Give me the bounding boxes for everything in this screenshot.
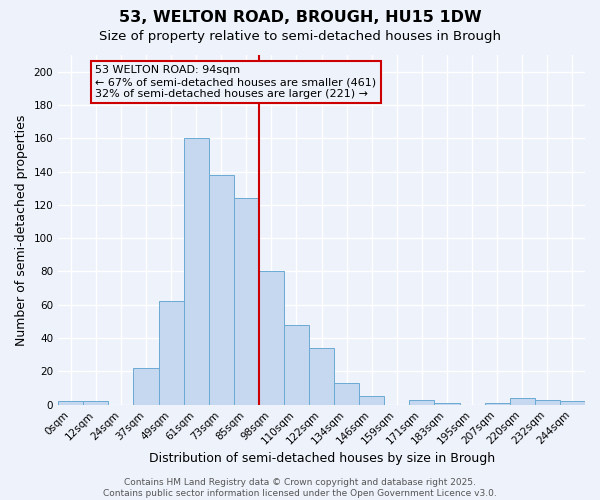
Text: 53, WELTON ROAD, BROUGH, HU15 1DW: 53, WELTON ROAD, BROUGH, HU15 1DW — [119, 10, 481, 25]
Text: Contains HM Land Registry data © Crown copyright and database right 2025.
Contai: Contains HM Land Registry data © Crown c… — [103, 478, 497, 498]
Bar — [234, 198, 259, 404]
Bar — [485, 403, 510, 404]
Bar — [209, 175, 234, 404]
Bar — [284, 325, 309, 404]
Bar — [259, 272, 284, 404]
Y-axis label: Number of semi-detached properties: Number of semi-detached properties — [15, 114, 28, 346]
Bar — [184, 138, 209, 404]
Bar — [560, 402, 585, 404]
Bar — [58, 402, 83, 404]
Bar — [133, 368, 158, 405]
Bar — [535, 400, 560, 404]
Bar — [510, 398, 535, 404]
Bar — [359, 396, 385, 404]
X-axis label: Distribution of semi-detached houses by size in Brough: Distribution of semi-detached houses by … — [149, 452, 494, 465]
Text: 53 WELTON ROAD: 94sqm
← 67% of semi-detached houses are smaller (461)
32% of sem: 53 WELTON ROAD: 94sqm ← 67% of semi-deta… — [95, 66, 376, 98]
Bar — [83, 402, 109, 404]
Bar — [409, 400, 434, 404]
Bar — [158, 302, 184, 405]
Text: Size of property relative to semi-detached houses in Brough: Size of property relative to semi-detach… — [99, 30, 501, 43]
Bar — [309, 348, 334, 405]
Bar — [434, 403, 460, 404]
Bar — [334, 383, 359, 404]
